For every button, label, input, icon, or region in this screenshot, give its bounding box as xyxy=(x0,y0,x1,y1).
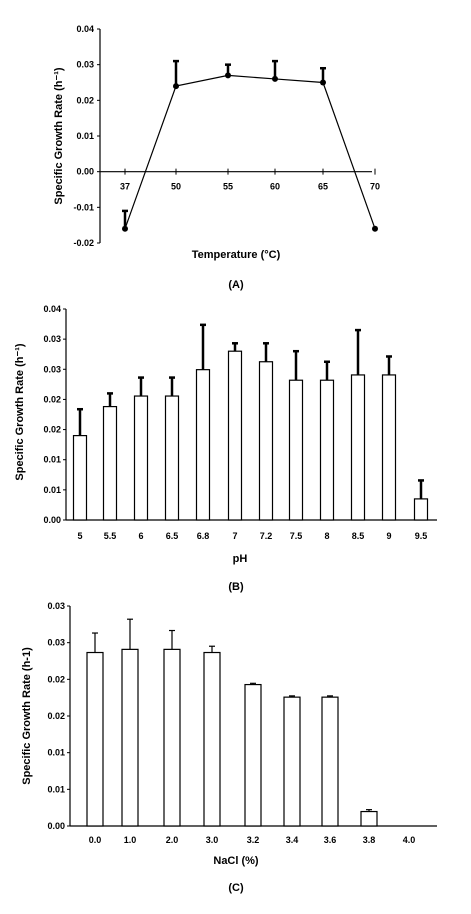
x-tick-label: 5.5 xyxy=(104,531,117,541)
x-tick-label: 37 xyxy=(120,182,130,192)
y-axis-label: Specific Growth Rate (h-1) xyxy=(21,647,33,785)
y-tick-label: 0.02 xyxy=(47,711,65,721)
bar xyxy=(381,374,397,521)
y-tick-label: 0.03 xyxy=(47,601,65,611)
x-tick-label: 8.5 xyxy=(352,531,365,541)
data-point xyxy=(320,79,326,86)
panel-b xyxy=(63,308,437,521)
x-tick-label: 70 xyxy=(370,182,380,192)
x-tick-label: 2.0 xyxy=(166,835,179,845)
y-tick-label: 0.04 xyxy=(43,304,61,314)
panel-label: (C) xyxy=(228,882,244,894)
bar xyxy=(86,651,104,827)
panel-c xyxy=(67,605,437,827)
bar xyxy=(133,395,149,521)
y-tick-label: -0.02 xyxy=(73,238,94,248)
x-tick-label: 9 xyxy=(386,531,391,541)
x-tick-label: 50 xyxy=(171,182,181,192)
y-tick-label: 0.03 xyxy=(47,638,65,648)
data-point xyxy=(173,83,179,90)
bar xyxy=(413,498,429,521)
y-tick-label: 0.00 xyxy=(47,821,65,831)
y-tick-label: 0.01 xyxy=(76,131,94,141)
x-tick-label: 3.0 xyxy=(206,835,219,845)
bar xyxy=(288,379,304,521)
y-tick-label: 0.03 xyxy=(76,60,94,70)
x-tick-label: 60 xyxy=(270,182,280,192)
y-tick-label: 0.02 xyxy=(43,425,61,435)
bar xyxy=(360,810,378,827)
x-tick-label: 1.0 xyxy=(124,835,137,845)
panel-a xyxy=(97,28,378,244)
bar xyxy=(195,369,211,521)
bar xyxy=(102,405,118,521)
x-tick-label: 5 xyxy=(77,531,82,541)
x-tick-label: 6 xyxy=(138,531,143,541)
y-tick-label: 0.01 xyxy=(47,748,65,758)
y-tick-label: 0.04 xyxy=(76,24,94,34)
bar xyxy=(319,379,335,521)
x-tick-label: 6.8 xyxy=(197,531,210,541)
y-tick-label: 0.02 xyxy=(76,95,94,105)
data-point xyxy=(372,225,378,232)
x-axis-label: Temperature (°C) xyxy=(192,249,281,261)
bar xyxy=(244,683,262,827)
y-axis-label: Specific Growth Rate (h⁻¹) xyxy=(14,343,26,481)
x-tick-label: 7 xyxy=(232,531,237,541)
bar xyxy=(203,651,221,827)
x-tick-label: 0.0 xyxy=(89,835,102,845)
x-tick-label: 4.0 xyxy=(403,835,416,845)
x-axis-label: NaCl (%) xyxy=(213,855,259,867)
x-tick-label: 7.5 xyxy=(290,531,303,541)
bar xyxy=(258,361,274,521)
x-axis-label: pH xyxy=(233,553,248,565)
y-tick-label: 0.03 xyxy=(43,364,61,374)
y-tick-label: 0.02 xyxy=(43,394,61,404)
x-tick-label: 3.4 xyxy=(286,835,299,845)
x-tick-label: 55 xyxy=(223,182,233,192)
x-tick-label: 3.6 xyxy=(324,835,337,845)
y-tick-label: 0.00 xyxy=(43,515,61,525)
x-tick-label: 9.5 xyxy=(415,531,428,541)
x-tick-label: 6.5 xyxy=(166,531,179,541)
y-tick-label: 0.01 xyxy=(43,455,61,465)
bar xyxy=(163,648,181,827)
y-tick-label: 0.01 xyxy=(43,485,61,495)
x-tick-label: 65 xyxy=(318,182,328,192)
x-tick-label: 7.2 xyxy=(260,531,273,541)
y-tick-label: 0.02 xyxy=(47,674,65,684)
bar xyxy=(283,696,301,827)
bar xyxy=(227,350,243,521)
panel-label: (A) xyxy=(228,279,244,291)
x-tick-label: 3.2 xyxy=(247,835,260,845)
data-point xyxy=(272,75,278,82)
bar xyxy=(164,395,180,521)
data-point xyxy=(122,225,128,232)
bar xyxy=(321,696,339,827)
x-tick-label: 8 xyxy=(324,531,329,541)
panel-label: (B) xyxy=(228,581,244,593)
y-tick-label: -0.01 xyxy=(73,202,94,212)
series-line xyxy=(124,74,376,229)
y-tick-label: 0.01 xyxy=(47,784,65,794)
bar xyxy=(72,435,88,521)
y-tick-label: 0.00 xyxy=(76,167,94,177)
bar xyxy=(350,374,366,521)
x-tick-label: 3.8 xyxy=(363,835,376,845)
bar xyxy=(121,648,139,827)
y-axis-label: Specific Growth Rate (h⁻¹) xyxy=(53,67,65,205)
y-tick-label: 0.03 xyxy=(43,334,61,344)
data-point xyxy=(225,72,231,79)
